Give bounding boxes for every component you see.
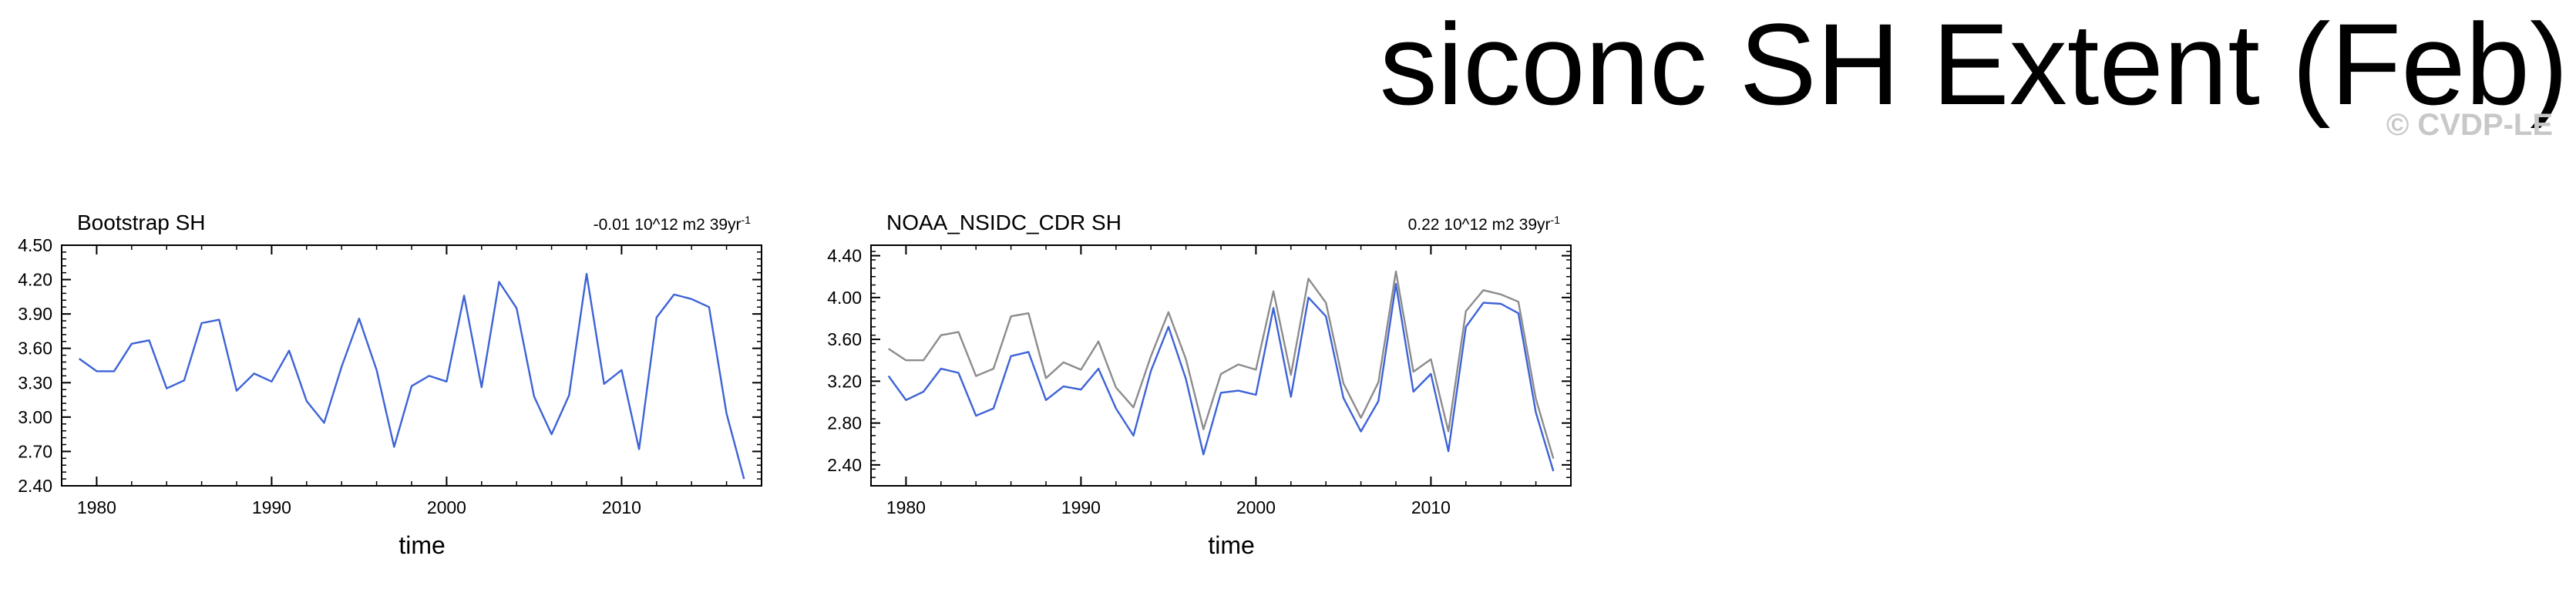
y-tick-label: 4.50 — [18, 235, 52, 255]
plot-frame — [870, 244, 1572, 487]
y-tick-label: 4.20 — [18, 270, 52, 290]
series-line-1 — [79, 272, 745, 480]
series-line-2 — [887, 283, 1555, 472]
y-tick-label: 3.00 — [18, 407, 52, 427]
x-tick-label: 1990 — [1061, 497, 1101, 517]
y-tick-label: 2.70 — [18, 441, 52, 461]
x-tick-label: 2000 — [427, 497, 466, 517]
x-axis-label: time — [1208, 531, 1254, 559]
chart-panel-1: Bootstrap SH -0.01 10^12 m2 39yr-1 2.40 2.7… — [18, 211, 762, 559]
y-tick-label: 2.40 — [18, 476, 52, 496]
trend-annotation: 0.22 10^12 m2 39yr-1 — [1408, 214, 1561, 234]
x-tick-label: 1990 — [252, 497, 291, 517]
y-tick-label: 2.80 — [827, 413, 862, 433]
y-tick-label: 4.00 — [827, 288, 862, 308]
chart-title: Bootstrap SH — [77, 211, 206, 234]
y-tick-label: 3.90 — [18, 304, 52, 324]
x-tick-label: 1980 — [886, 497, 926, 517]
y-tick-label: 4.40 — [827, 246, 862, 266]
chart-title: NOAA_NSIDC_CDR SH — [886, 211, 1122, 234]
x-tick-label: 2010 — [1411, 497, 1451, 517]
y-tick-label: 3.30 — [18, 372, 52, 393]
trend-annotation: -0.01 10^12 m2 39yr-1 — [594, 214, 752, 234]
x-tick-label: 2000 — [1236, 497, 1276, 517]
y-tick-label: 2.40 — [827, 455, 862, 475]
plot-frame — [61, 244, 762, 487]
watermark: © CVDP-LE — [2386, 108, 2553, 142]
y-tick-label: 3.20 — [827, 371, 862, 391]
y-tick-label: 3.60 — [827, 329, 862, 349]
series-line-1 — [888, 270, 1555, 460]
page-title: siconc SH Extent (Feb) — [1379, 0, 2568, 129]
chart-panel-2: NOAA_NSIDC_CDR SH 0.22 10^12 m2 39yr-1 2.4… — [827, 211, 1572, 559]
x-tick-label: 1980 — [77, 497, 116, 517]
y-tick-label: 3.60 — [18, 339, 52, 359]
x-tick-label: 2010 — [602, 497, 641, 517]
x-axis-label: time — [399, 531, 445, 559]
